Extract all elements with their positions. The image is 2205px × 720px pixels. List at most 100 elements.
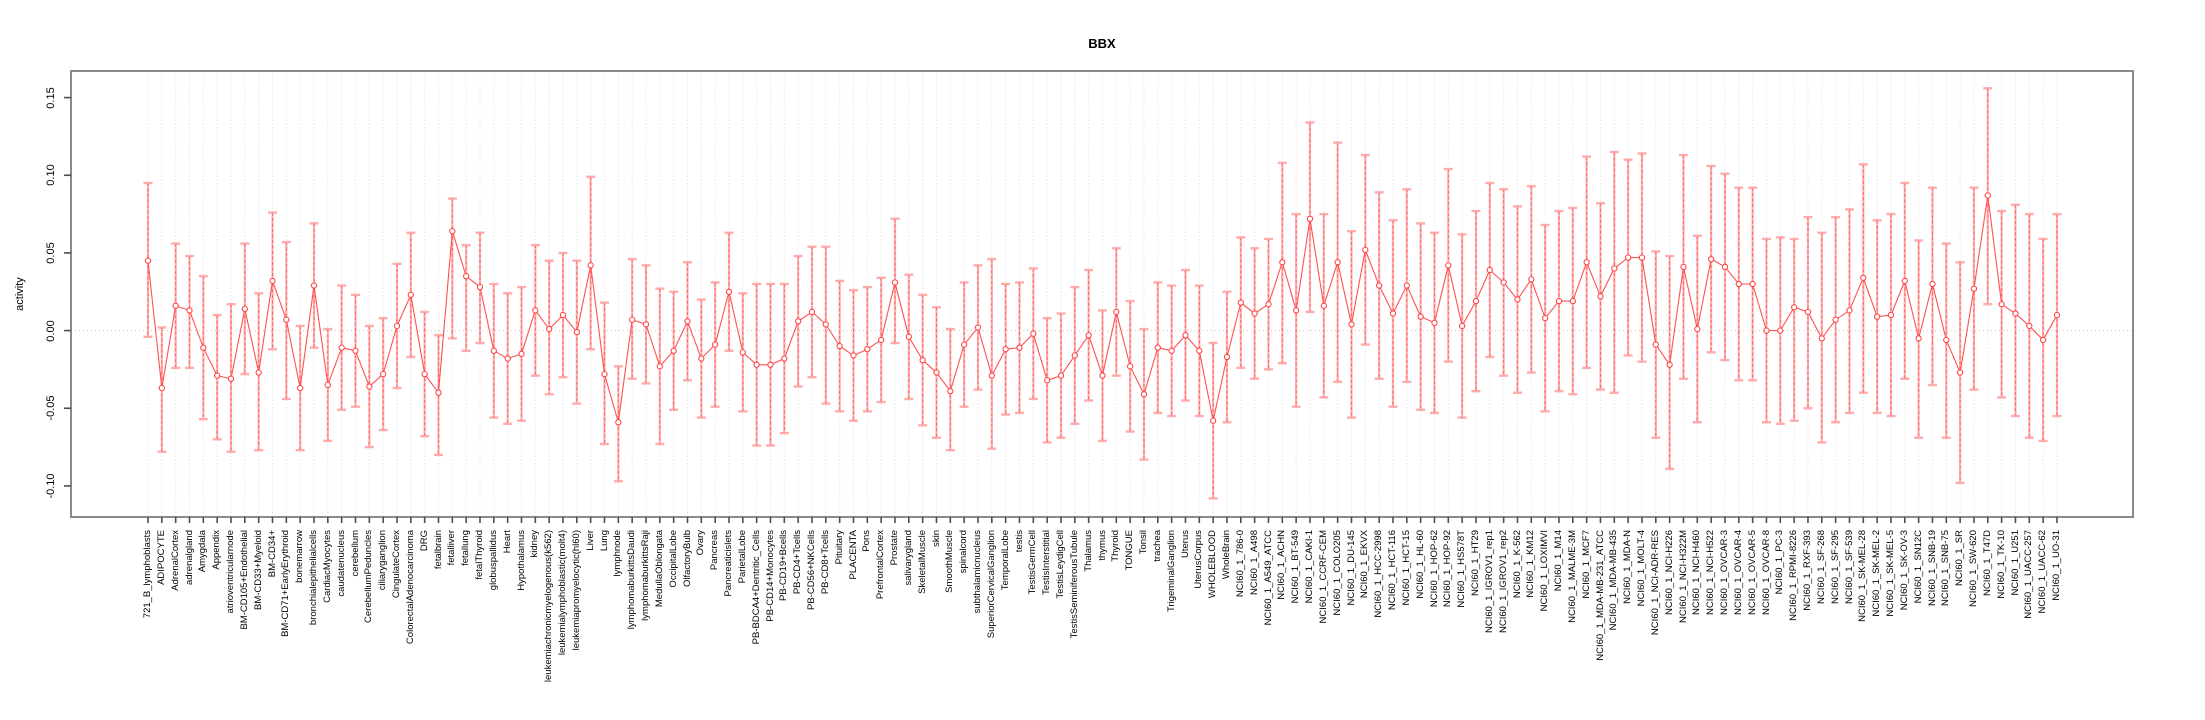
x-category-label: NCI60_1_NCI-H226 bbox=[1663, 530, 1675, 616]
x-category-label: NCI60_1_M14 bbox=[1553, 530, 1564, 592]
x-category-label: Pancreaticislets bbox=[723, 530, 734, 597]
x-category-label: NCI60_1_IGROV1_rep2 bbox=[1497, 530, 1509, 633]
x-category-label: NCI60_1_CCRF-CEM bbox=[1317, 530, 1329, 624]
x-category-label: Ovary bbox=[695, 530, 707, 556]
x-category-label: NCI60_1_OVCAR-3 bbox=[1719, 530, 1730, 616]
x-category-label: lymphomaburkittsRaji bbox=[640, 530, 651, 621]
x-category-label: SmoothMuscle bbox=[944, 530, 956, 593]
x-category-label: BM-CD34+ bbox=[266, 530, 278, 578]
x-category-label: trachea bbox=[1151, 530, 1163, 562]
x-category-label: NCI60_1_NCI-H322M bbox=[1677, 530, 1689, 623]
x-category-label: 721_B_lymphoblasts bbox=[142, 530, 153, 619]
x-category-label: ciliaryganglion bbox=[377, 530, 389, 591]
x-category-label: Thyroid bbox=[1110, 530, 1122, 562]
x-category-label: atrioventricularnode bbox=[225, 530, 236, 614]
x-category-label: NCI60_1_SK-MEL-2 bbox=[1871, 530, 1883, 617]
chart-title: BBX bbox=[1088, 36, 1116, 51]
x-category-label: PB-CD4+Tcells bbox=[792, 530, 804, 595]
x-category-label: NCI60_1_A498 bbox=[1248, 530, 1260, 595]
x-category-label: NCI60_1_EKVX bbox=[1359, 530, 1371, 599]
y-tick-label: 0.15 bbox=[45, 86, 57, 109]
x-category-label: NCI60_1_MALME-3M bbox=[1566, 530, 1578, 623]
x-category-label: TestisSeminiferousTubule bbox=[1068, 530, 1080, 639]
x-category-label: bonemarrow bbox=[294, 530, 306, 583]
x-category-label: BM-CD105+Endothelial bbox=[238, 530, 250, 630]
x-category-label: PB-CD19+Bcells bbox=[778, 530, 790, 602]
y-tick-label: -0.10 bbox=[45, 473, 57, 499]
x-category-label: Appendix bbox=[211, 530, 223, 570]
x-category-label: SuperiorCervicalGanglion bbox=[985, 530, 997, 639]
x-category-label: CerebellumPeduncles bbox=[363, 530, 375, 623]
x-category-label: NCI60_1_HCT-116 bbox=[1387, 530, 1398, 611]
x-category-label: Pons bbox=[861, 530, 873, 552]
x-category-label: UterusCorpus bbox=[1193, 530, 1205, 589]
x-category-label: PrefrontalCortex bbox=[875, 530, 887, 600]
x-category-label: NCI60_1_HCC-2998 bbox=[1373, 530, 1385, 618]
x-category-label: Pancreas bbox=[709, 530, 721, 571]
x-category-label: leukemiapromyelocytic(hl60) bbox=[570, 530, 582, 651]
x-category-label: NCI60_1_TK-10 bbox=[1995, 530, 2007, 599]
x-category-label: leukemialymphoblastic(molt4) bbox=[557, 530, 568, 656]
x-category-label: NCI60_1_U251 bbox=[2009, 530, 2021, 596]
x-category-label: NCI60_1_PC-3 bbox=[1774, 530, 1786, 595]
x-category-label: BM-CD71+EarlyErythroid bbox=[280, 530, 292, 637]
x-category-label: NCI60_1_MCF7 bbox=[1580, 530, 1592, 599]
x-category-label: TestisInterstitial bbox=[1041, 530, 1053, 595]
x-category-label: NCI60_1_NCI-ADR-RES bbox=[1649, 530, 1661, 636]
x-category-label: NCI60_1_SF-539 bbox=[1843, 530, 1855, 604]
x-category-label: lymphomaburkittsDaudi bbox=[626, 530, 638, 630]
x-category-label: leukemiachronicmyelogenous(k562) bbox=[543, 530, 555, 683]
x-category-label: NCI60_1_T47D bbox=[1981, 530, 1993, 597]
x-category-label: NCI60_1_HT29 bbox=[1470, 530, 1481, 597]
x-category-label: NCI60_1_UACC-257 bbox=[2023, 530, 2035, 619]
x-category-label: PLACENTA bbox=[847, 530, 859, 580]
x-category-label: NCI60_1_SN12C bbox=[1912, 530, 1924, 604]
x-category-label: AdrenalCortex bbox=[169, 530, 181, 591]
x-category-label: NCI60_1_A549_ATCC bbox=[1262, 530, 1274, 626]
x-category-label: PB-BDCA4+Dentritic_Cells bbox=[750, 530, 762, 645]
x-category-label: globuspallidus bbox=[487, 530, 499, 591]
x-category-label: NCI60_1_OVCAR-4 bbox=[1732, 530, 1744, 616]
x-category-label: fetalThyroid bbox=[474, 530, 485, 580]
x-category-label: NCI60_1_LOXIMVI bbox=[1539, 530, 1551, 612]
x-category-label: Liver bbox=[584, 530, 596, 551]
x-category-label: bronchialepithelialcells bbox=[308, 530, 319, 626]
x-category-label: Prostate bbox=[889, 530, 900, 566]
x-category-label: fetalbrain bbox=[432, 530, 444, 570]
y-axis-label: activity bbox=[14, 277, 26, 311]
x-category-label: Thalamus bbox=[1082, 530, 1094, 572]
x-category-label: NCI60_1_SF-268 bbox=[1815, 530, 1827, 604]
x-category-label: NCI60_1_OVCAR-8 bbox=[1760, 530, 1772, 616]
x-category-label: NCI60_1_MOLT-4 bbox=[1636, 530, 1647, 607]
x-category-label: Hypothalamus bbox=[515, 530, 527, 591]
x-category-label: kidney bbox=[529, 530, 541, 558]
x-category-label: NCI60_1_HL-60 bbox=[1414, 530, 1426, 599]
x-category-label: Tonsil bbox=[1138, 530, 1149, 555]
x-category-label: Uterus bbox=[1179, 530, 1191, 558]
x-category-label: Heart bbox=[501, 530, 513, 554]
x-category-label: testis bbox=[1013, 530, 1025, 553]
x-category-label: NCI60_1_COLO205 bbox=[1331, 530, 1343, 616]
x-category-label: PB-CD14+Monocytes bbox=[764, 530, 776, 622]
x-category-label: NCI60_1_BT-549 bbox=[1290, 530, 1302, 604]
x-category-label: WholeBrain bbox=[1221, 530, 1232, 580]
x-category-label: NCI60_1_RPMI-8226 bbox=[1788, 530, 1800, 621]
x-category-label: NCI60_1_CAKI-1 bbox=[1304, 530, 1315, 604]
x-category-label: NCI60_1_NCI-H522 bbox=[1705, 530, 1717, 616]
x-category-label: Pituitary bbox=[833, 530, 845, 565]
x-category-label: lymphnode bbox=[612, 530, 624, 577]
x-category-label: caudatenucleus bbox=[335, 530, 347, 597]
x-category-label: NCI60_1_SF-295 bbox=[1829, 530, 1841, 604]
x-category-label: CardiacMyocytes bbox=[321, 530, 333, 603]
x-category-label: ColorectalAdenocarcinoma bbox=[404, 530, 416, 645]
x-category-label: fetallung bbox=[460, 530, 472, 566]
x-category-label: NCI60_1_KM12 bbox=[1525, 530, 1537, 598]
x-category-label: thymus bbox=[1096, 530, 1108, 561]
x-category-label: ParietalLobe bbox=[736, 530, 748, 584]
x-category-label: Lung bbox=[598, 530, 610, 552]
x-category-label: NCI60_1_SK-MEL-28 bbox=[1857, 530, 1869, 622]
x-category-label: NCI60_1_786-0 bbox=[1234, 530, 1246, 598]
x-category-label: NCI60_1_HS578T bbox=[1456, 530, 1468, 608]
